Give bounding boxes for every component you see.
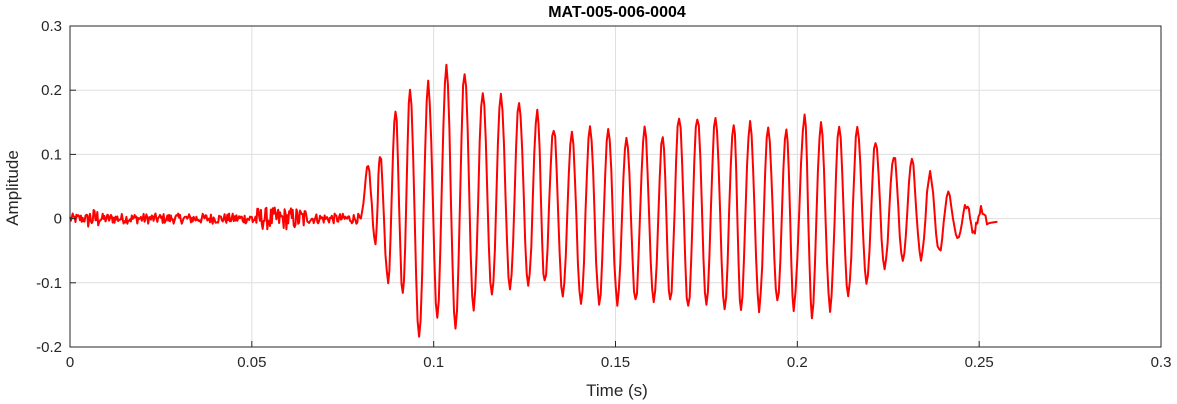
series-line — [69, 63, 998, 338]
x-tick-label: 0.15 — [601, 354, 630, 371]
x-tick-label: 0.25 — [965, 354, 994, 371]
y-tick-label: 0 — [54, 211, 62, 228]
y-tick-label: 0.2 — [41, 82, 62, 99]
grid — [70, 26, 1161, 347]
x-tick-label: 0.05 — [237, 354, 266, 371]
y-tick-label: -0.1 — [36, 275, 62, 292]
chart-title: MAT-005-006-0004 — [548, 4, 686, 21]
x-tick-label: 0 — [66, 354, 74, 371]
x-ticks: 0 0.05 0.1 0.15 0.2 0.25 0.3 — [66, 341, 1172, 371]
x-tick-label: 0.2 — [787, 354, 808, 371]
x-tick-label: 0.3 — [1151, 354, 1172, 371]
y-axis-label: Amplitude — [3, 150, 22, 226]
x-tick-label: 0.1 — [423, 354, 444, 371]
y-tick-label: 0.1 — [41, 146, 62, 163]
x-axis-label: Time (s) — [586, 381, 648, 400]
y-tick-label: 0.3 — [41, 18, 62, 35]
y-tick-label: -0.2 — [36, 339, 62, 356]
y-ticks: -0.2 -0.1 0 0.1 0.2 0.3 — [36, 18, 76, 356]
plot-area — [69, 63, 998, 338]
